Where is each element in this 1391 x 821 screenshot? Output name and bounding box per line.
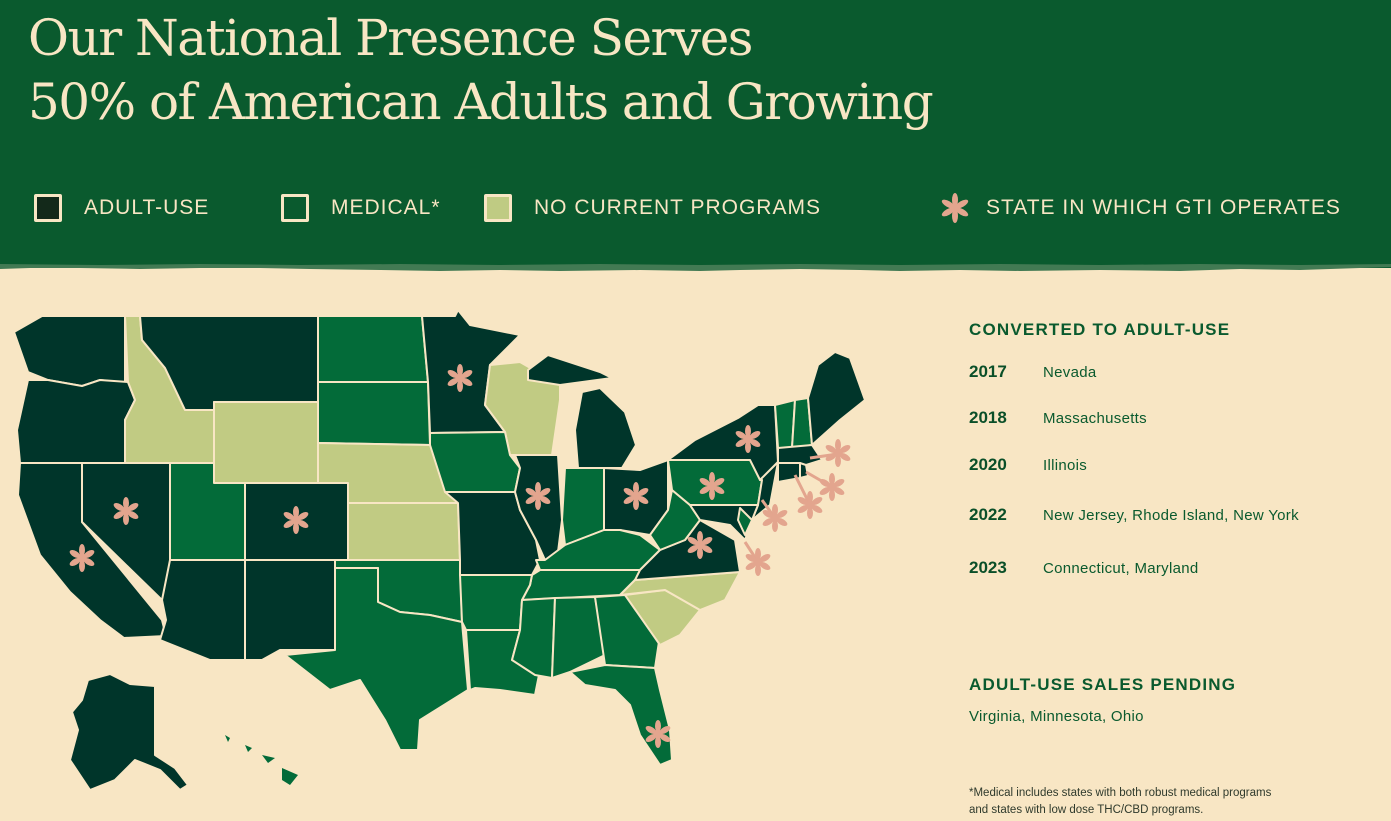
title-line-1: Our National Presence Serves <box>28 9 753 67</box>
legend-item-gti: STATE IN WHICH GTI OPERATES <box>940 190 1341 226</box>
no-program-swatch <box>484 194 512 222</box>
state-florida <box>569 664 673 766</box>
header-banner: Our National Presence Serves 50% of Amer… <box>0 0 1391 268</box>
state-washington <box>13 315 126 387</box>
pending-title: ADULT-USE SALES PENDING <box>969 675 1237 694</box>
legend-item-medical: MEDICAL* <box>281 190 441 226</box>
state-rhode-island <box>799 462 809 479</box>
state-new-mexico <box>244 559 336 661</box>
state-iowa <box>429 431 521 493</box>
legend-item-no-program: NO CURRENT PROGRAMS <box>484 190 821 226</box>
gti-marker-connecticut <box>796 491 824 519</box>
converted-row: 2023 Connecticut, Maryland <box>969 558 1199 578</box>
page-title: Our National Presence Serves 50% of Amer… <box>28 6 934 134</box>
title-line-2: 50% of American Adults and Growing <box>28 73 934 131</box>
legend-label: ADULT-USE <box>84 196 210 219</box>
year: 2023 <box>969 558 1007 577</box>
state-massachusetts <box>777 444 823 466</box>
state-delaware <box>737 507 753 536</box>
states: New Jersey, Rhode Island, New York <box>1043 507 1299 524</box>
torn-paper-edge <box>0 262 1391 271</box>
state-kansas <box>347 502 461 561</box>
footnote: *Medical includes states with both robus… <box>969 785 1369 819</box>
converted-row: 2020 Illinois <box>969 455 1087 475</box>
converted-row: 2022 New Jersey, Rhode Island, New York <box>969 505 1299 525</box>
gti-marker-rhode-island <box>818 473 846 501</box>
states: Connecticut, Maryland <box>1043 560 1199 577</box>
state-alaska <box>69 673 189 791</box>
year: 2022 <box>969 505 1007 524</box>
year: 2018 <box>969 408 1007 427</box>
state-oregon <box>16 379 136 464</box>
state-texas <box>284 567 469 751</box>
states: Illinois <box>1043 457 1088 474</box>
converted-row: 2017 Nevada <box>969 362 1097 382</box>
year: 2017 <box>969 362 1007 381</box>
state-michigan <box>527 354 637 469</box>
adult-use-swatch <box>34 194 62 222</box>
gti-marker-massachusetts <box>824 439 852 467</box>
footnote-line-2: and states with low dose THC/CBD program… <box>969 804 1204 816</box>
states: Nevada <box>1043 364 1097 381</box>
sidebar-panel: CONVERTED TO ADULT-USE 2017 Nevada 2018 … <box>969 320 1379 816</box>
state-hawaii <box>225 735 298 785</box>
states: Massachusetts <box>1043 410 1147 427</box>
legend-item-adult-use: ADULT-USE <box>34 190 209 226</box>
state-wyoming <box>213 401 319 484</box>
gti-marker-maryland <box>744 548 772 576</box>
state-alabama <box>551 596 606 679</box>
state-south-dakota <box>317 381 431 446</box>
legend-label: STATE IN WHICH GTI OPERATES <box>986 196 1341 219</box>
converted-row: 2018 Massachusetts <box>969 408 1147 428</box>
footnote-line-1: *Medical includes states with both robus… <box>969 787 1272 799</box>
legend-label: NO CURRENT PROGRAMS <box>534 196 821 219</box>
legend-label: MEDICAL* <box>331 196 441 219</box>
us-cannabis-map <box>13 309 866 791</box>
map-legend: ADULT-USE MEDICAL* NO CURRENT PROGRAMS <box>0 190 1391 226</box>
state-north-dakota <box>317 315 429 383</box>
converted-title: CONVERTED TO ADULT-USE <box>969 320 1231 339</box>
cannabis-leaf-star-icon <box>941 193 969 223</box>
pending-states: Virginia, Minnesota, Ohio <box>969 708 1144 725</box>
state-maine <box>807 351 866 446</box>
state-arizona <box>159 559 246 661</box>
year: 2020 <box>969 455 1007 474</box>
medical-swatch <box>281 194 309 222</box>
